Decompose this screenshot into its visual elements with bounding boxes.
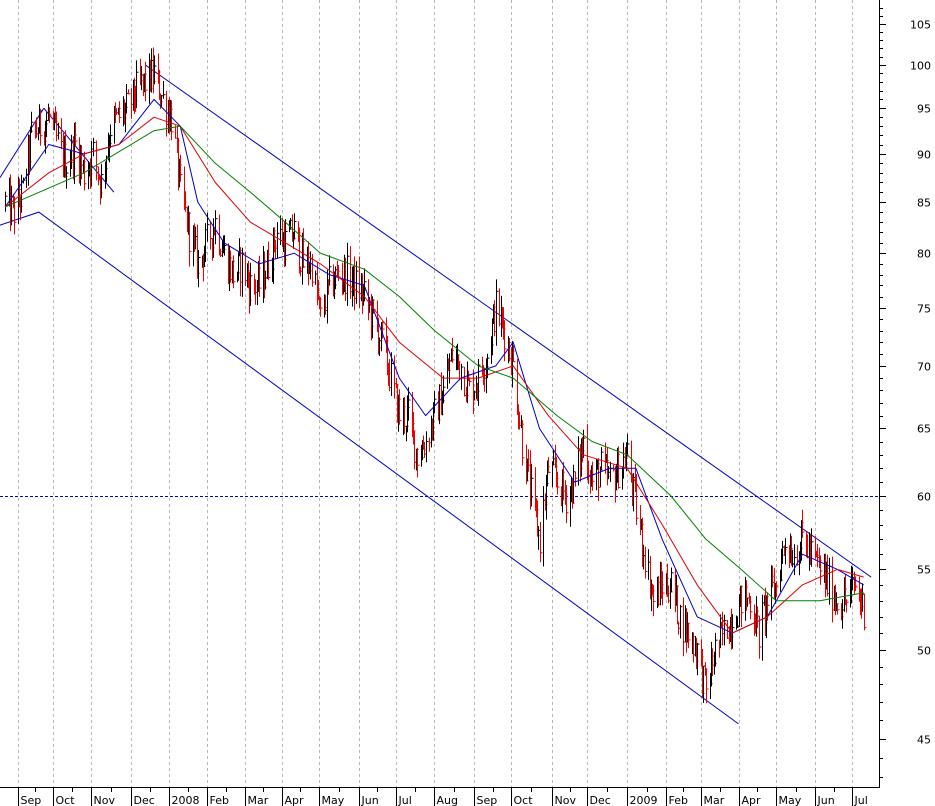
x-tick-label-20: May — [779, 794, 802, 806]
trendline-0 — [144, 64, 872, 578]
x-tick-label-16: 2009 — [630, 794, 658, 806]
y-tick-label-6: 75 — [917, 303, 931, 316]
x-tick-label-4: 2008 — [172, 794, 200, 806]
x-tick-label-14: Nov — [555, 794, 577, 806]
moving-average-2 — [4, 125, 864, 602]
x-tick-label-9: Jun — [361, 794, 379, 806]
x-tick-label-15: Dec — [590, 794, 611, 806]
chart-grid — [18, 0, 853, 787]
moving-average-1 — [4, 116, 864, 634]
x-tick-label-22: Jul — [854, 794, 868, 806]
chart-frame — [0, 0, 880, 788]
x-tick-label-18: Mar — [704, 794, 725, 806]
y-axis: 45 50 55 60 65 70 75 80 85 90 95 100 105 — [880, 8, 931, 778]
x-tick-label-7: Apr — [285, 794, 305, 806]
y-tick-label-0: 45 — [917, 734, 931, 747]
x-tick-label-8: May — [322, 794, 345, 806]
x-tick-label-19: Apr — [742, 794, 762, 806]
y-tick-label-1: 50 — [917, 645, 931, 658]
x-tick-label-0: Sep — [21, 794, 42, 806]
x-axis: Sep Oct Nov Dec 2008 Feb Mar Apr May Jun Jul Aug Sep… — [18, 787, 868, 806]
x-tick-label-10: Jul — [398, 794, 412, 806]
y-tick-label-11: 100 — [910, 60, 931, 73]
y-tick-label-7: 80 — [917, 248, 931, 261]
y-tick-label-10: 95 — [917, 103, 931, 116]
y-tick-label-12: 105 — [910, 19, 931, 32]
y-tick-label-5: 70 — [917, 361, 931, 374]
x-tick-label-11: Aug — [437, 794, 458, 806]
x-tick-label-5: Feb — [210, 794, 229, 806]
x-tick-label-2: Nov — [94, 794, 116, 806]
moving-average-0 — [4, 98, 864, 634]
y-tick-label-9: 90 — [917, 149, 931, 162]
x-tick-label-21: Jun — [817, 794, 835, 806]
x-tick-label-13: Oct — [514, 794, 534, 806]
x-tick-label-12: Sep — [477, 794, 498, 806]
moving-average-layer — [4, 98, 864, 634]
x-tick-label-3: Dec — [134, 794, 155, 806]
y-tick-label-3: 60 — [917, 491, 931, 504]
y-tick-label-2: 55 — [917, 564, 931, 577]
x-tick-label-6: Mar — [248, 794, 269, 806]
y-tick-label-4: 65 — [917, 423, 931, 436]
x-tick-label-1: Oct — [56, 794, 76, 806]
y-tick-label-8: 85 — [917, 197, 931, 210]
price-bars — [5, 47, 867, 704]
trendline-1 — [0, 211, 739, 725]
x-tick-label-17: Feb — [669, 794, 688, 806]
